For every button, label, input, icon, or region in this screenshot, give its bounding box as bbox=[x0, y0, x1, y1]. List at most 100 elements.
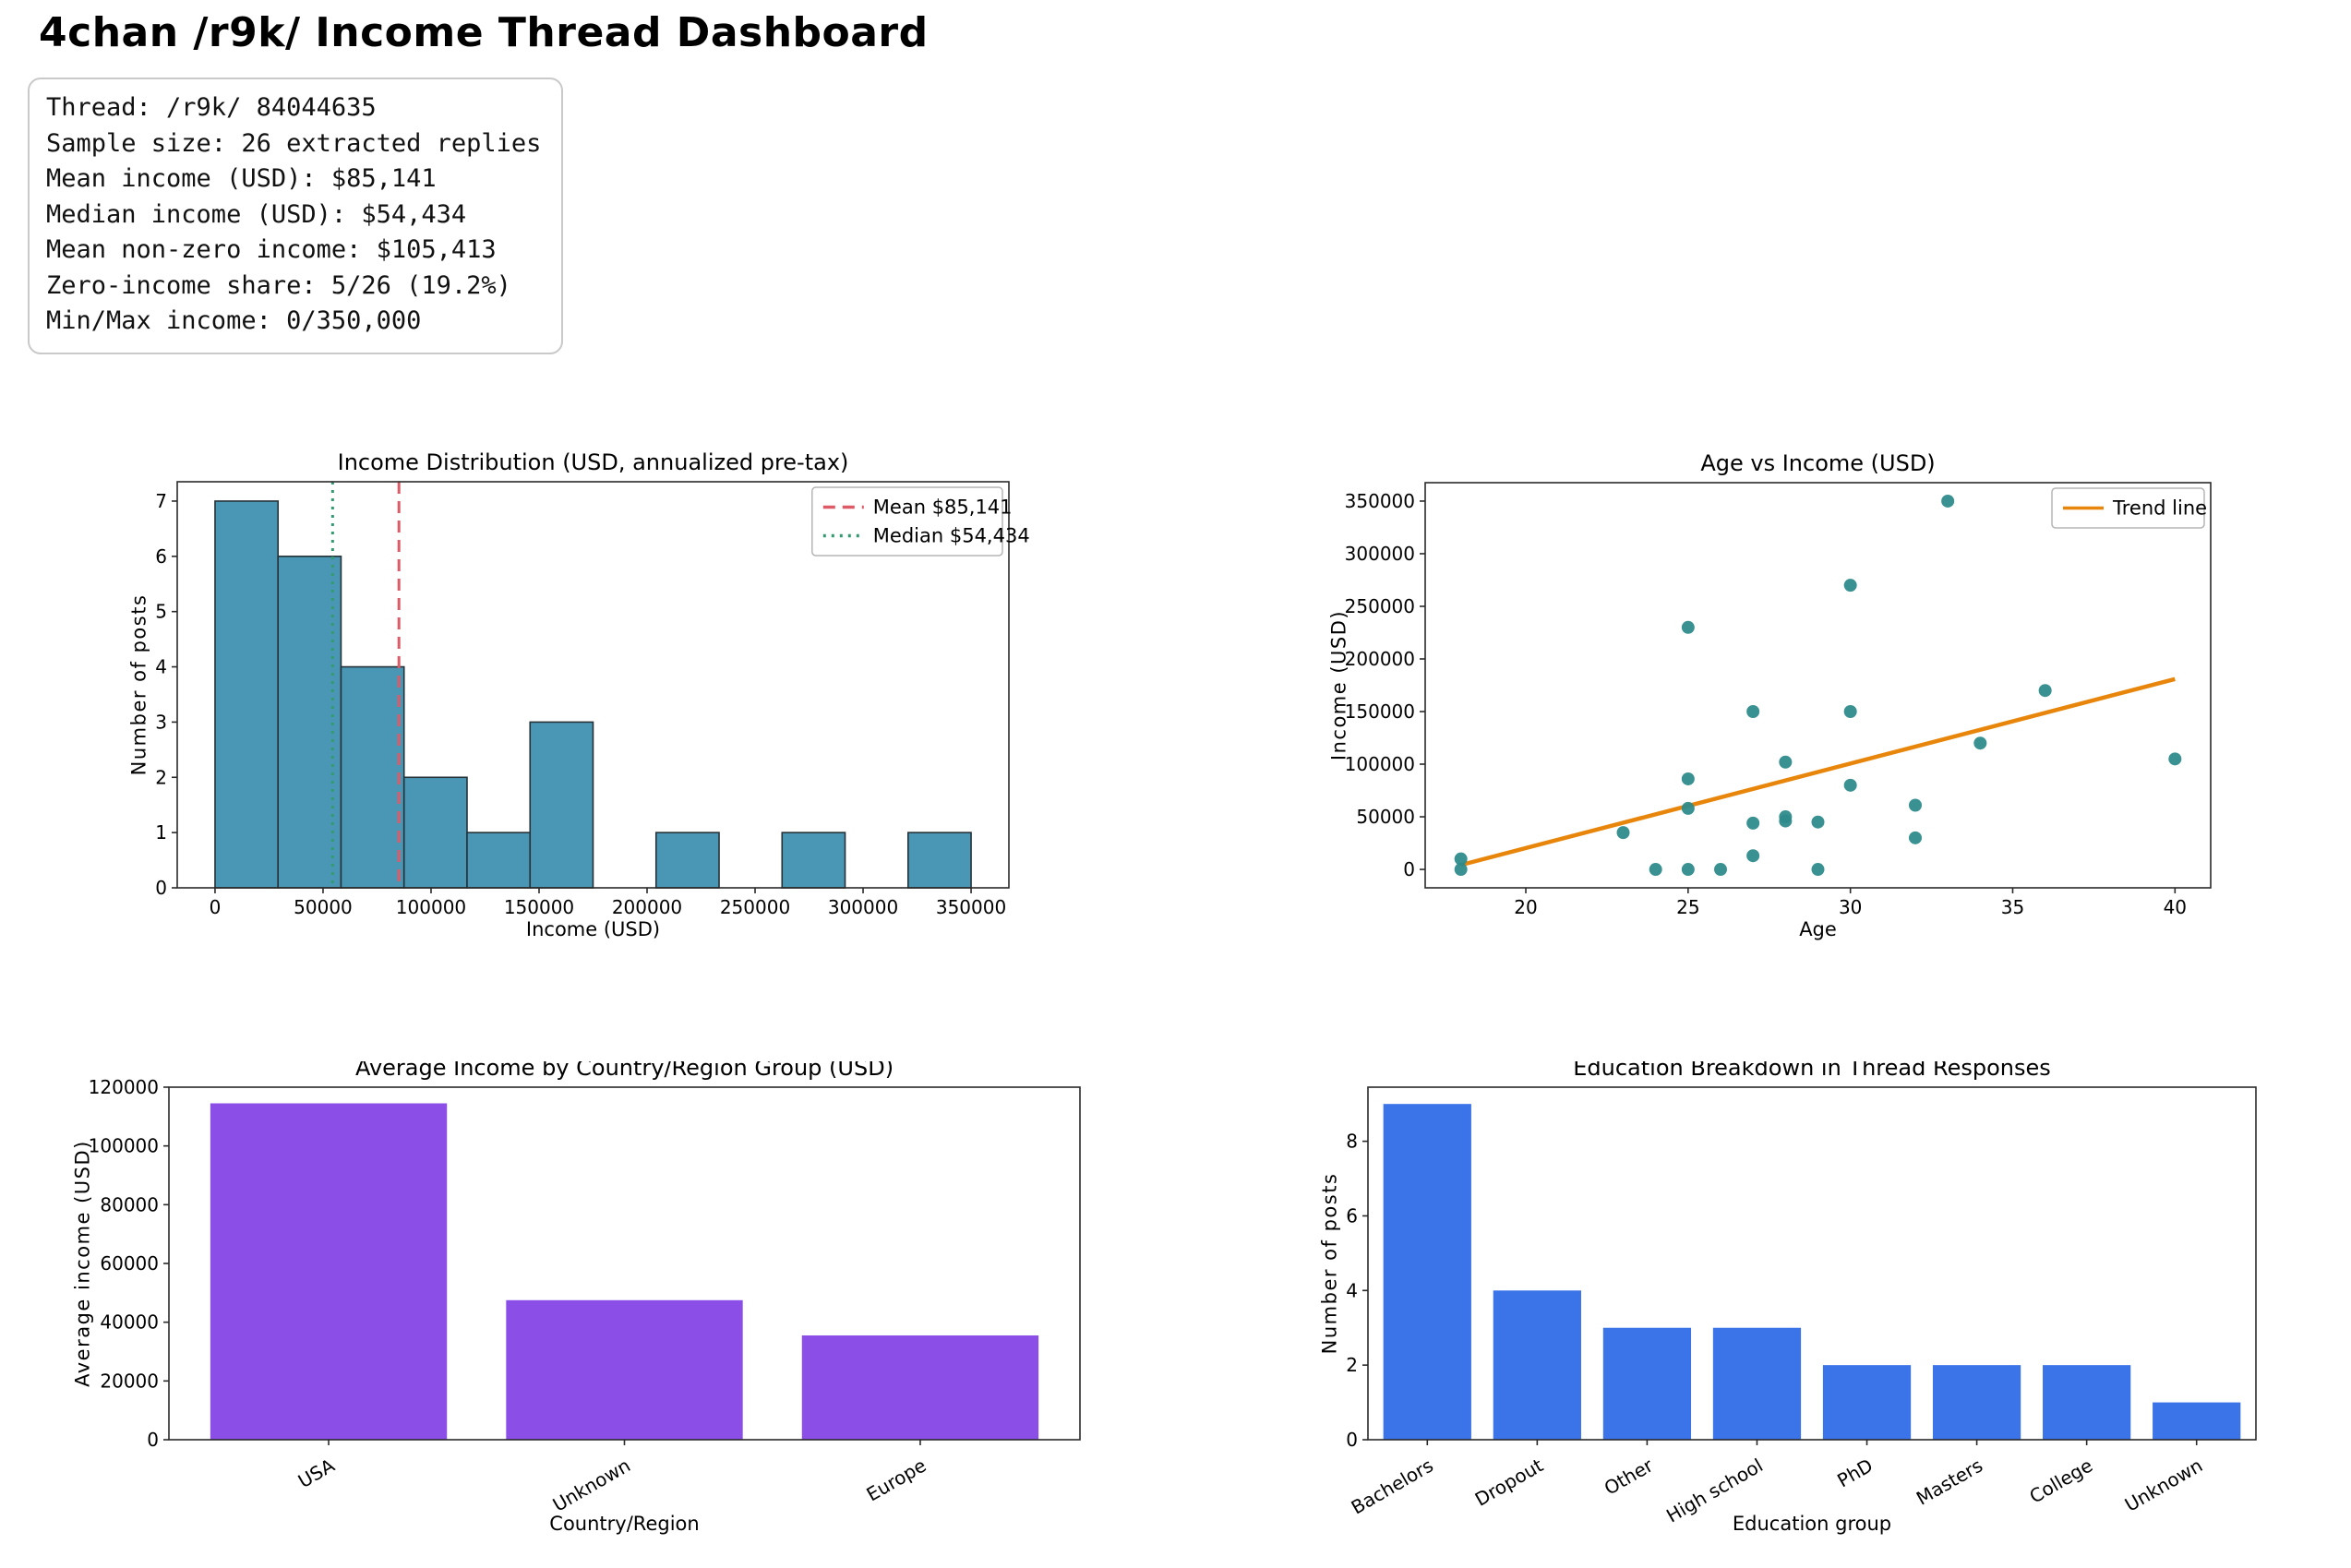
histogram-bar bbox=[340, 665, 405, 889]
trend-line bbox=[1460, 676, 2176, 868]
histogram-bar bbox=[906, 832, 972, 889]
y-tick-label: 100000 bbox=[89, 1135, 159, 1157]
plot-border bbox=[1367, 1086, 2257, 1441]
scatter-point bbox=[1714, 863, 1728, 877]
chart-title: Age vs Income (USD) bbox=[1700, 450, 1935, 476]
scatter-point bbox=[1843, 579, 1857, 592]
x-tick-label: Other bbox=[1601, 1454, 1658, 1500]
x-tick-label: Europe bbox=[863, 1454, 930, 1506]
x-tick-label: 40 bbox=[2164, 896, 2187, 918]
scatter-point bbox=[1941, 494, 1955, 508]
y-axis-label: Average income (USD) bbox=[72, 1140, 94, 1387]
scatter-point bbox=[2038, 684, 2052, 698]
y-tick-label: 300000 bbox=[1345, 543, 1415, 565]
y-tick-label: 4 bbox=[1346, 1279, 1358, 1301]
bar-unknown bbox=[2153, 1402, 2241, 1440]
scatter-point bbox=[1779, 755, 1793, 769]
bar-europe bbox=[801, 1335, 1039, 1440]
y-tick-label: 6 bbox=[1346, 1204, 1358, 1227]
y-tick-label: 120000 bbox=[89, 1076, 159, 1098]
x-tick-label: 350000 bbox=[936, 896, 1006, 918]
legend-box bbox=[2051, 487, 2205, 529]
y-tick-label: 100000 bbox=[1345, 753, 1415, 775]
scatter-point bbox=[1616, 826, 1630, 840]
scatter-point bbox=[1681, 620, 1695, 634]
x-axis-label: Age bbox=[1799, 918, 1837, 940]
y-tick-label: 8 bbox=[1346, 1131, 1358, 1153]
legend: Trend line bbox=[2051, 487, 2207, 529]
histogram-bar bbox=[277, 556, 342, 889]
y-tick-label: 150000 bbox=[1345, 700, 1415, 723]
x-tick-label: 150000 bbox=[504, 896, 574, 918]
scatter-point bbox=[1779, 814, 1793, 828]
x-tick-label: 300000 bbox=[828, 896, 898, 918]
scatter-point bbox=[1811, 863, 1825, 877]
stats-line-thread: Thread: /r9k/ 84044635 bbox=[46, 93, 377, 122]
page-title: 4chan /r9k/ Income Thread Dashboard bbox=[39, 9, 929, 56]
y-tick-label: 60000 bbox=[100, 1252, 159, 1275]
y-tick-label: 5 bbox=[155, 601, 167, 623]
y-tick-label: 2 bbox=[1346, 1354, 1358, 1376]
histogram-bar bbox=[529, 721, 594, 889]
x-tick-label: PhD bbox=[1833, 1454, 1877, 1492]
bar-unknown bbox=[506, 1299, 743, 1440]
x-tick-label: 250000 bbox=[720, 896, 790, 918]
y-tick-label: 0 bbox=[147, 1429, 159, 1451]
histogram-bar bbox=[781, 832, 846, 889]
x-tick-label: 0 bbox=[210, 896, 222, 918]
summary-stats-box: Thread: /r9k/ 84044635 Sample size: 26 e… bbox=[28, 78, 564, 354]
y-tick-label: 250000 bbox=[1345, 595, 1415, 617]
y-tick-label: 1 bbox=[155, 821, 167, 844]
scatter-point bbox=[1908, 798, 1922, 812]
y-tick-label: 200000 bbox=[1345, 648, 1415, 670]
y-axis-label: Income (USD) bbox=[1328, 610, 1350, 760]
x-tick-label: 50000 bbox=[294, 896, 353, 918]
avg-income-by-region-chart: Average Income by Country/Region Group (… bbox=[72, 1061, 1081, 1535]
legend-label: Mean $85,141 bbox=[873, 497, 1013, 519]
plot-border bbox=[1424, 482, 2212, 889]
y-tick-label: 50000 bbox=[1356, 806, 1415, 828]
x-tick-label: 20 bbox=[1514, 896, 1537, 918]
x-tick-label: Dropout bbox=[1471, 1454, 1547, 1510]
y-axis-label: Number of posts bbox=[128, 594, 150, 776]
x-tick-label: Masters bbox=[1913, 1454, 1986, 1510]
y-tick-label: 80000 bbox=[100, 1193, 159, 1215]
y-tick-label: 0 bbox=[1346, 1429, 1358, 1451]
y-tick-label: 350000 bbox=[1345, 490, 1415, 512]
x-tick-label: Unknown bbox=[2121, 1454, 2206, 1516]
x-tick-label: USA bbox=[294, 1454, 339, 1492]
bar-dropout bbox=[1493, 1290, 1581, 1440]
y-tick-label: 0 bbox=[155, 877, 167, 899]
legend-box bbox=[811, 486, 1003, 557]
chart-title: Average Income by Country/Region Group (… bbox=[355, 1061, 894, 1081]
scatter-point bbox=[2168, 752, 2182, 766]
scatter-point bbox=[1454, 852, 1468, 866]
stats-line-sample-size: Sample size: 26 extracted replies bbox=[46, 128, 542, 158]
legend-label: Trend line bbox=[2112, 497, 2207, 520]
scatter-point bbox=[1973, 736, 1987, 750]
scatter-point bbox=[1746, 705, 1760, 719]
education-breakdown-chart: Education Breakdown in Thread Responses E… bbox=[1319, 1061, 2257, 1535]
stats-line-nonzero-mean: Mean non-zero income: $105,413 bbox=[46, 235, 497, 264]
x-tick-label: 30 bbox=[1839, 896, 1862, 918]
scatter-point bbox=[1811, 815, 1825, 829]
y-tick-label: 7 bbox=[155, 490, 167, 512]
y-tick-label: 0 bbox=[1403, 858, 1415, 880]
x-axis-label: Education group bbox=[1733, 1513, 1891, 1535]
bar-college bbox=[2043, 1365, 2131, 1440]
stats-line-min-max: Min/Max income: 0/350,000 bbox=[46, 306, 422, 335]
stats-line-mean-income: Mean income (USD): $85,141 bbox=[46, 164, 437, 193]
bar-bachelors bbox=[1383, 1104, 1471, 1440]
scatter-point bbox=[1681, 772, 1695, 785]
bar-phd bbox=[1822, 1365, 1912, 1440]
y-tick-label: 2 bbox=[155, 766, 167, 788]
y-tick-label: 3 bbox=[155, 711, 167, 733]
x-tick-label: Bachelors bbox=[1348, 1454, 1437, 1519]
bar-other bbox=[1602, 1327, 1692, 1440]
bar-high-school bbox=[1712, 1327, 1802, 1440]
histogram-bar bbox=[402, 776, 468, 889]
x-tick-label: Unknown bbox=[549, 1454, 634, 1516]
scatter-point bbox=[1454, 863, 1468, 877]
x-tick-label: 100000 bbox=[396, 896, 466, 918]
plot-border bbox=[176, 481, 1010, 889]
